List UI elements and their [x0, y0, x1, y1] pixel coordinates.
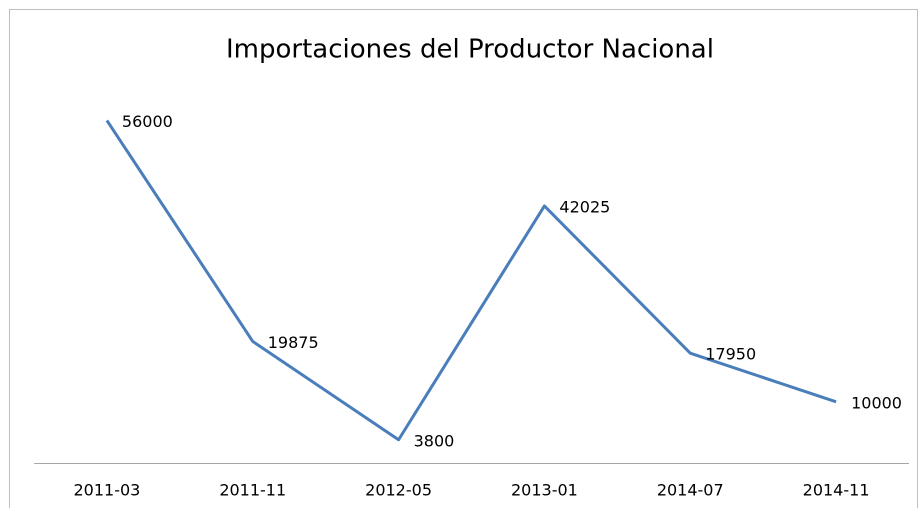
data-label: 56000 — [122, 112, 173, 131]
chart-frame — [9, 9, 918, 508]
data-label: 10000 — [851, 393, 902, 412]
data-label: 17950 — [705, 345, 756, 364]
x-tick-label: 2014-11 — [803, 481, 870, 500]
x-tick-label: 2011-11 — [219, 481, 286, 500]
data-label: 3800 — [414, 431, 455, 450]
data-label: 19875 — [268, 333, 319, 352]
data-label: 42025 — [559, 197, 610, 216]
x-tick-label: 2012-05 — [365, 481, 432, 500]
x-tick-label: 2013-01 — [511, 481, 578, 500]
x-tick-label: 2014-07 — [657, 481, 724, 500]
x-tick-label: 2011-03 — [73, 481, 140, 500]
chart-title: Importaciones del Productor Nacional — [226, 35, 714, 65]
line-series — [105, 119, 837, 442]
